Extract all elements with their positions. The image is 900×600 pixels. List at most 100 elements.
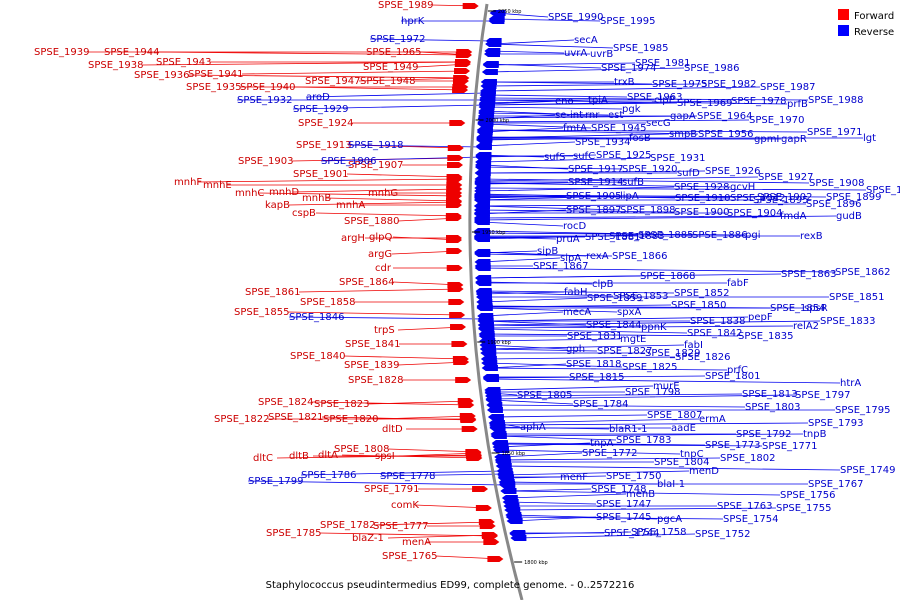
reverse-gene-label: SPSE_1914 <box>568 177 624 188</box>
reverse-gene-label: SPSE_1844 <box>586 320 642 331</box>
forward-gene-feature <box>483 539 500 545</box>
reverse-gene-label: SPSE_1883 <box>609 231 665 242</box>
reverse-gene-feature <box>477 121 494 127</box>
reverse-gene-feature <box>499 481 516 487</box>
forward-connector <box>292 188 461 193</box>
reverse-gene-feature <box>510 535 527 541</box>
reverse-connector <box>487 67 685 73</box>
forward-connector <box>157 51 470 56</box>
reverse-gene-label: SPSE_1798 <box>625 387 681 398</box>
reverse-connector <box>480 257 561 263</box>
forward-gene-feature <box>446 265 463 271</box>
reverse-connector <box>482 304 672 308</box>
forward-gene-label: SPSE_1858 <box>300 297 356 308</box>
reverse-gene-label: mgtE <box>620 334 646 345</box>
reverse-gene-label: SPSE_1926 <box>705 166 761 177</box>
reverse-gene-label: rexA <box>586 251 609 262</box>
reverse-gene-label: SPSE_1749 <box>840 465 896 476</box>
forward-gene-feature <box>449 312 466 318</box>
reverse-gene-label: SPSE_1868 <box>640 271 696 282</box>
reverse-connector <box>484 325 794 329</box>
reverse-connector <box>507 493 627 499</box>
reverse-gene-feature <box>504 507 521 513</box>
forward-gene-feature <box>449 120 466 126</box>
reverse-gene-label: sufD <box>677 168 700 179</box>
reverse-gene-label: pepF <box>748 312 773 323</box>
reverse-connector <box>481 273 782 279</box>
reverse-gene-label: SPSE_1744 <box>604 528 660 539</box>
forward-gene-label: mnhB <box>302 193 331 204</box>
reverse-connector <box>480 195 731 199</box>
forward-gene-label: SPSE_1907 <box>348 160 404 171</box>
reverse-gene-feature <box>474 170 491 176</box>
reverse-gene-label: clpB <box>592 279 614 290</box>
reverse-gene-label: smpB <box>669 129 697 140</box>
reverse-connector <box>481 291 614 297</box>
reverse-gene-label: SPSE_1833 <box>820 316 876 327</box>
reverse-connector <box>498 443 763 447</box>
forward-gene-label: SPSE_1840 <box>290 351 346 362</box>
reverse-gene-label: murE <box>653 381 680 392</box>
reverse-gene-feature <box>482 61 499 67</box>
reverse-connector <box>500 457 721 461</box>
forward-gene-label: kapB <box>265 200 290 211</box>
forward-connector <box>367 400 472 405</box>
reverse-gene-label: spxA <box>617 307 641 318</box>
reverse-gene-label: SPSE_1795 <box>835 405 891 416</box>
reverse-connector <box>483 324 642 328</box>
forward-gene-label: spsI <box>375 451 395 462</box>
reverse-gene-feature <box>474 197 491 203</box>
reverse-gene-label: SPSE_1986 <box>684 63 740 74</box>
reverse-gene-label: SPSE_1885 <box>638 230 694 241</box>
forward-connector <box>276 454 480 459</box>
reverse-gene-label: SPSE_1918 <box>348 140 404 151</box>
forward-connector <box>298 288 462 293</box>
reverse-gene-label: prfB <box>787 99 808 110</box>
reverse-gene-label: SPSE_1818 <box>566 359 622 370</box>
forward-connector <box>315 212 460 217</box>
reverse-connector <box>482 129 808 133</box>
reverse-gene-label: fosB <box>629 133 651 144</box>
reverse-gene-label: SPSE_1928 <box>674 182 730 193</box>
reverse-gene-label: secG <box>646 118 671 129</box>
forward-connector <box>341 454 481 459</box>
forward-gene-label: SPSE_1864 <box>339 277 395 288</box>
forward-connector <box>373 521 493 526</box>
reverse-gene-label: gapR <box>781 134 807 145</box>
reverse-connector <box>481 141 576 147</box>
reverse-gene-feature <box>475 288 492 294</box>
reverse-gene-label: lgt <box>863 133 876 144</box>
reverse-gene-feature <box>505 514 522 520</box>
reverse-gene-feature <box>493 447 510 453</box>
reverse-connector <box>496 433 804 437</box>
forward-connector <box>141 61 470 66</box>
reverse-gene-label: trxB <box>614 77 635 88</box>
forward-gene-label: cdr <box>375 263 392 274</box>
reverse-gene-label: uvrB <box>590 49 613 60</box>
reverse-connector <box>496 435 617 441</box>
forward-gene-label: argH <box>341 233 365 244</box>
reverse-gene-label: hprK <box>401 16 425 27</box>
reverse-gene-label: SPSE_1767 <box>808 479 864 490</box>
reverse-connector <box>488 63 602 69</box>
forward-gene-feature <box>447 286 464 292</box>
reverse-connector <box>494 418 700 424</box>
forward-connector <box>387 534 496 539</box>
reverse-gene-label: SPSE_1982 <box>701 79 757 90</box>
reverse-gene-label: SPSE_1786 <box>301 470 357 481</box>
reverse-gene-label: SPSE_1971 <box>807 127 863 138</box>
reverse-gene-label: SPSE_1854 <box>770 303 826 314</box>
reverse-connector <box>288 316 484 320</box>
reverse-gene-feature <box>500 488 517 494</box>
reverse-connector <box>300 470 503 476</box>
reverse-connector <box>506 490 781 496</box>
reverse-gene-label: aroD <box>306 92 330 103</box>
reverse-gene-label: tpiA <box>588 95 608 106</box>
forward-gene-feature <box>452 78 469 84</box>
reverse-gene-feature <box>480 83 497 89</box>
forward-gene-label: SPSE_1839 <box>344 360 400 371</box>
reverse-gene-label: se-int <box>555 110 583 121</box>
reverse-gene-label: SPSE_1912 <box>730 193 786 204</box>
reverse-gene-feature <box>474 251 491 257</box>
